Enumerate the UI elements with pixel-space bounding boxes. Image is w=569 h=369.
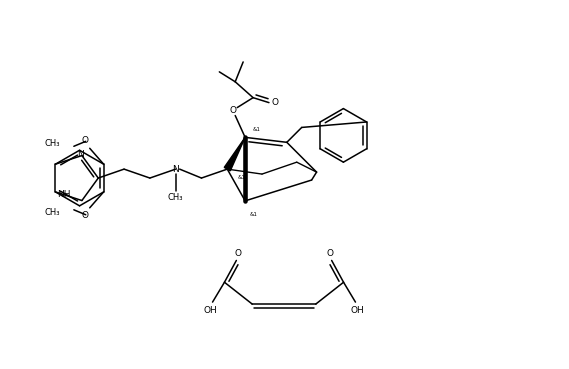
Text: O: O (235, 249, 242, 258)
Text: CH₃: CH₃ (44, 139, 60, 148)
Text: &1: &1 (249, 212, 257, 217)
Text: CH₃: CH₃ (44, 208, 60, 217)
Polygon shape (224, 137, 245, 171)
Text: O: O (326, 249, 333, 258)
Text: O: O (81, 136, 88, 145)
Text: &1: &1 (253, 127, 261, 132)
Text: N: N (172, 165, 179, 174)
Text: OH: OH (204, 306, 217, 314)
Text: OH: OH (351, 306, 364, 314)
Text: O: O (271, 98, 278, 107)
Text: O: O (230, 106, 237, 115)
Text: N: N (77, 150, 84, 159)
Text: O: O (81, 211, 88, 220)
Text: CH₃: CH₃ (168, 193, 183, 203)
Text: &1: &1 (237, 175, 245, 180)
Text: NH: NH (57, 190, 70, 199)
